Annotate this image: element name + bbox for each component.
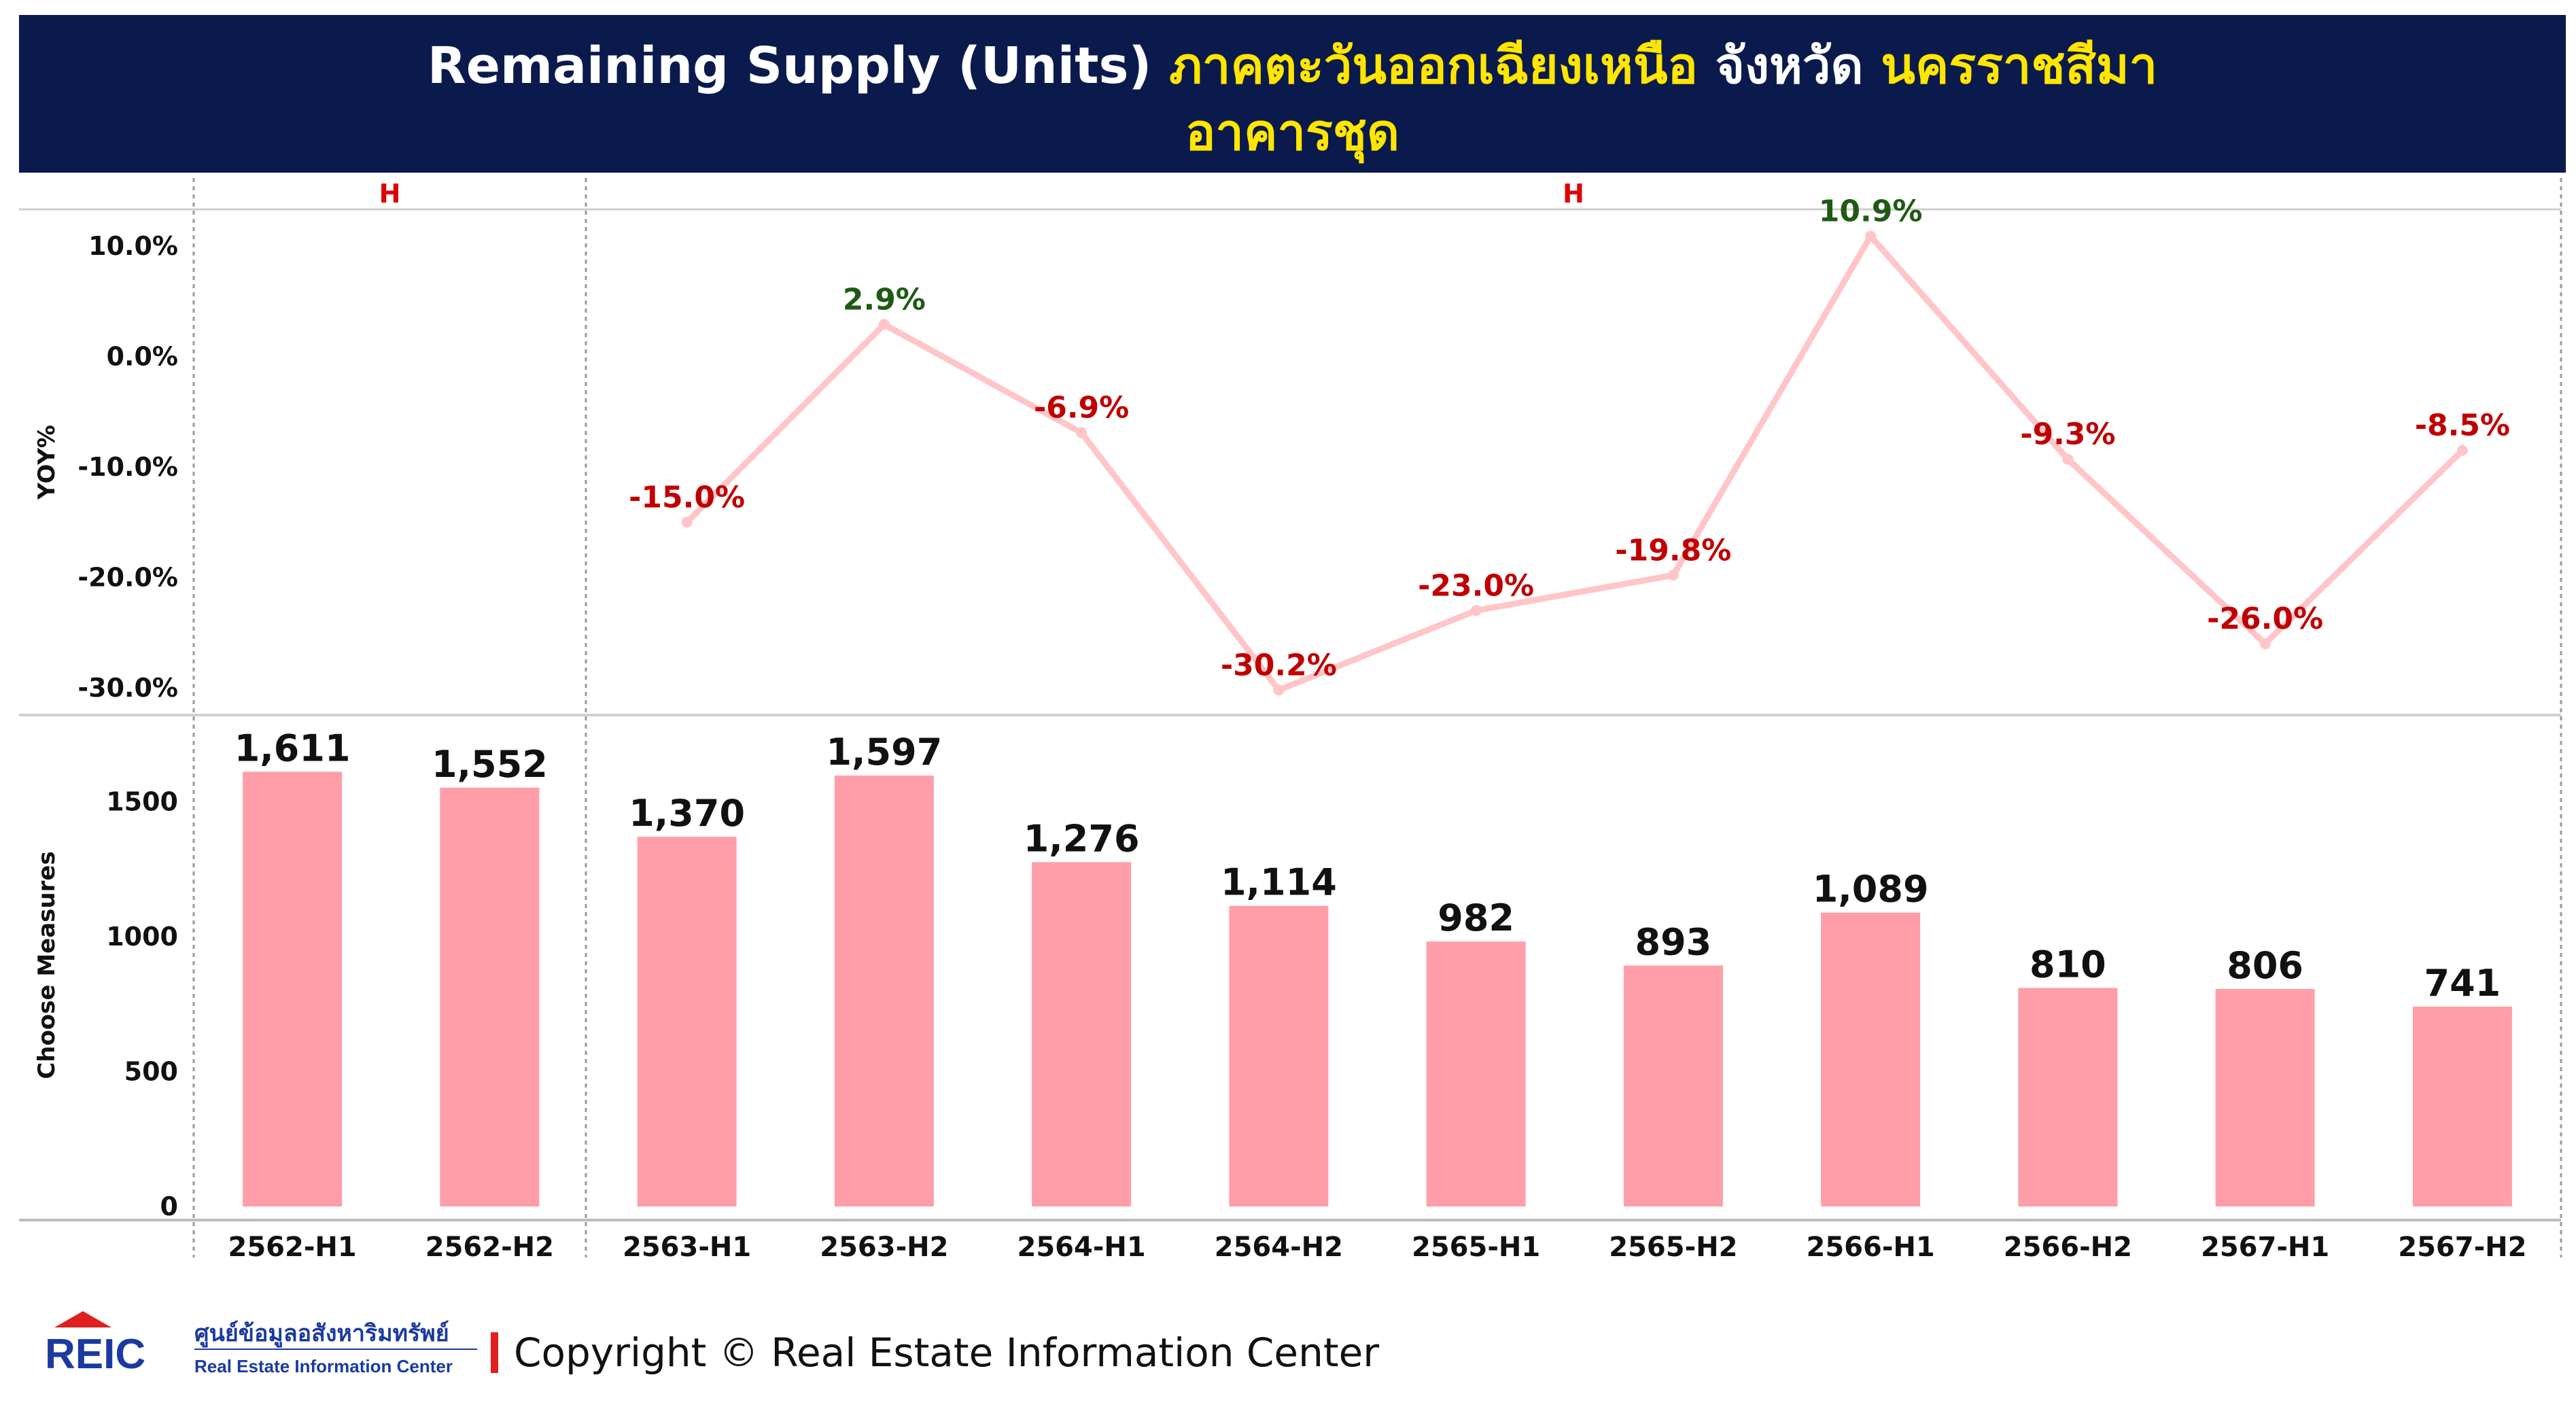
title-banner: Remaining Supply (Units) ภาคตะวันออกเฉีย… bbox=[19, 15, 2566, 173]
yoy-point bbox=[1667, 570, 1679, 581]
bar-tick-label: 1000 bbox=[106, 922, 178, 952]
x-tick-label: 2566-H1 bbox=[1807, 1232, 1935, 1263]
bar-value-label: 1,114 bbox=[1221, 861, 1337, 904]
x-tick-label: 2564-H1 bbox=[1017, 1232, 1146, 1263]
bar-value-label: 810 bbox=[2030, 943, 2106, 986]
chart: H H YOY% Choose Measures 10.0% 0.0% -10.0% -20.… bbox=[19, 178, 2562, 1263]
yoy-value-label: -26.0% bbox=[2207, 602, 2323, 636]
logo-english-text: Real Estate Information Center bbox=[194, 1356, 453, 1376]
x-tick-label: 2565-H1 bbox=[1412, 1232, 1540, 1263]
yoy-point bbox=[878, 319, 890, 330]
copyright-label: Copyright © Real Estate Information Cent… bbox=[514, 1330, 1380, 1376]
bar bbox=[1426, 941, 1526, 1206]
bar bbox=[1821, 912, 1921, 1206]
x-tick-label: 2562-H1 bbox=[228, 1232, 357, 1263]
yoy-value-label: -9.3% bbox=[2020, 417, 2115, 452]
yoy-tick-label: -20.0% bbox=[77, 563, 178, 593]
bar-tick-label: 1500 bbox=[106, 787, 178, 817]
reic-logo: REIC ศูนย์ข้อมูลอสังหาริมทรัพย์ Real Est… bbox=[45, 1311, 477, 1378]
bar bbox=[440, 787, 540, 1206]
bar bbox=[1229, 905, 1329, 1206]
yoy-axis-title: YOY% bbox=[33, 425, 60, 500]
title-part-1: Remaining Supply (Units) bbox=[427, 37, 1170, 95]
yoy-value-label: -23.0% bbox=[1418, 568, 1534, 603]
x-tick-label: 2563-H1 bbox=[623, 1232, 751, 1263]
x-tick-label: 2567-H1 bbox=[2201, 1232, 2329, 1263]
bar-value-label: 1,611 bbox=[234, 727, 351, 769]
chart-subtitle: อาคารชุด bbox=[1185, 103, 1400, 162]
bar bbox=[243, 771, 343, 1206]
bar-axis-title: Choose Measures bbox=[33, 851, 60, 1079]
logo-mark-text: REIC bbox=[45, 1331, 145, 1378]
bar bbox=[637, 837, 737, 1206]
yoy-tick-label: -10.0% bbox=[77, 452, 178, 482]
yoy-point bbox=[1273, 684, 1285, 696]
bar-tick-label: 0 bbox=[160, 1192, 178, 1221]
logo-thai-text: ศูนย์ข้อมูลอสังหาริมทรัพย์ bbox=[194, 1320, 449, 1348]
panel-header-label: H bbox=[1563, 179, 1584, 209]
bar-value-label: 982 bbox=[1438, 897, 1514, 939]
yoy-value-label: -8.5% bbox=[2415, 409, 2510, 443]
yoy-value-label: -30.2% bbox=[1221, 648, 1337, 682]
bar bbox=[2215, 989, 2315, 1206]
bar-value-label: 806 bbox=[2227, 944, 2303, 987]
title-part-3: จังหวัด bbox=[1697, 37, 1881, 95]
yoy-value-label: 10.9% bbox=[1819, 194, 1923, 228]
bar-value-label: 1,089 bbox=[1813, 868, 1929, 911]
yoy-point bbox=[2062, 453, 2074, 465]
bar bbox=[834, 775, 934, 1206]
bar-value-label: 1,597 bbox=[826, 731, 942, 774]
bar bbox=[1623, 965, 1723, 1206]
yoy-point bbox=[1076, 427, 1087, 438]
yoy-point bbox=[681, 517, 693, 528]
yoy-tick-label: 0.0% bbox=[107, 342, 178, 372]
title-part-2: ภาคตะวันออกเฉียงเหนือ bbox=[1169, 37, 1698, 95]
x-tick-label: 2564-H2 bbox=[1215, 1232, 1343, 1263]
yoy-line bbox=[684, 232, 2466, 693]
x-tick-label: 2565-H2 bbox=[1609, 1232, 1737, 1263]
yoy-tick-label: 10.0% bbox=[88, 231, 178, 261]
bar-value-label: 1,552 bbox=[432, 743, 548, 786]
x-tick-label: 2562-H2 bbox=[425, 1232, 554, 1263]
copyright-accent-bar bbox=[491, 1332, 498, 1373]
copyright-text: Copyright © Real Estate Information Cent… bbox=[491, 1329, 1379, 1376]
x-tick-label: 2563-H2 bbox=[820, 1232, 948, 1263]
yoy-value-label: -15.0% bbox=[629, 480, 745, 515]
yoy-tick-label: -30.0% bbox=[77, 673, 178, 703]
bar-value-label: 741 bbox=[2424, 962, 2501, 1005]
bar bbox=[1032, 862, 1132, 1206]
yoy-value-label: 2.9% bbox=[843, 282, 926, 317]
yoy-point bbox=[1865, 230, 1877, 242]
yoy-point bbox=[2259, 638, 2271, 649]
bar-value-label: 893 bbox=[1635, 920, 1712, 963]
bar-value-label: 1,370 bbox=[629, 792, 745, 835]
bar bbox=[2412, 1006, 2512, 1206]
x-tick-label: 2566-H2 bbox=[2004, 1232, 2132, 1263]
bar-value-label: 1,276 bbox=[1024, 817, 1140, 860]
yoy-value-label: -6.9% bbox=[1034, 391, 1129, 425]
chart-title: Remaining Supply (Units) ภาคตะวันออกเฉีย… bbox=[19, 35, 2566, 97]
yoy-point bbox=[1470, 605, 1482, 616]
x-tick-label: 2567-H2 bbox=[2398, 1232, 2526, 1263]
bar-tick-label: 500 bbox=[124, 1057, 178, 1087]
panel-header-label: H bbox=[379, 179, 401, 209]
yoy-value-label: -19.8% bbox=[1615, 533, 1731, 568]
yoy-point bbox=[2456, 445, 2468, 456]
title-part-4: นครราชสีมา bbox=[1881, 37, 2158, 95]
bar bbox=[2018, 988, 2118, 1206]
